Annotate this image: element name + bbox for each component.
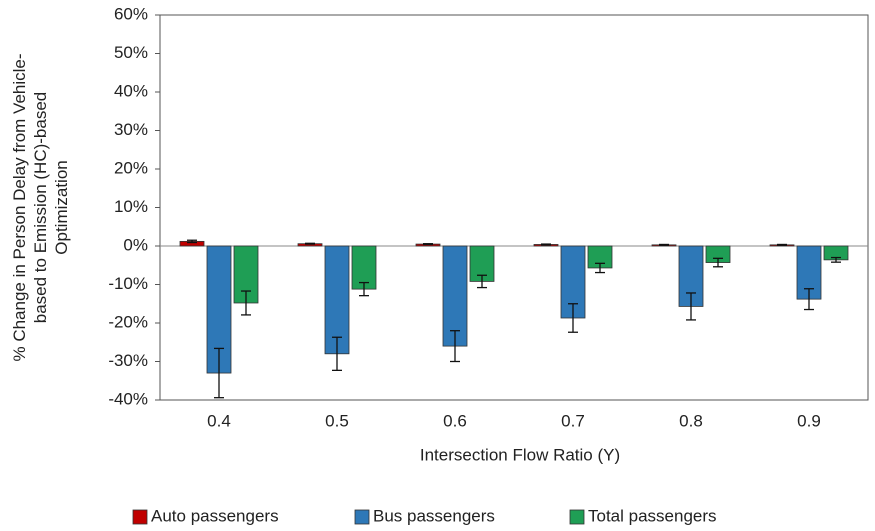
legend-label: Auto passengers	[151, 506, 279, 525]
error-bar	[777, 243, 787, 246]
y-tick-label: -10%	[108, 274, 148, 293]
y-tick-label: 30%	[114, 120, 148, 139]
x-tick-label: 0.8	[679, 411, 703, 430]
error-bar	[450, 330, 460, 363]
error-bar	[305, 242, 315, 245]
x-tick-label: 0.6	[443, 411, 467, 430]
y-tick-label: 40%	[114, 81, 148, 100]
error-bar	[659, 243, 669, 246]
error-bar	[831, 256, 841, 263]
y-axis-label: % Change in Person Delay from Vehicle-ba…	[10, 53, 71, 361]
error-bar	[595, 262, 605, 274]
y-tick-label: -40%	[108, 389, 148, 408]
x-tick-label: 0.7	[561, 411, 585, 430]
legend-label: Bus passengers	[373, 506, 495, 525]
legend-label: Total passengers	[588, 506, 717, 525]
y-axis-label-line: based to Emission (HC)-based	[31, 92, 50, 323]
y-tick-label: 60%	[114, 4, 148, 23]
error-bar	[686, 292, 696, 321]
error-bar	[477, 274, 487, 289]
error-bar	[187, 239, 197, 244]
legend-swatch	[354, 509, 370, 525]
x-tick-label: 0.9	[797, 411, 821, 430]
error-bar	[541, 243, 551, 246]
error-bar	[359, 281, 369, 297]
x-axis-label: Intersection Flow Ratio (Y)	[420, 445, 620, 464]
error-bar	[713, 257, 723, 268]
y-tick-label: 10%	[114, 197, 148, 216]
bar	[442, 245, 468, 347]
error-bar	[214, 347, 224, 399]
y-tick-label: 50%	[114, 43, 148, 62]
x-tick-label: 0.4	[207, 411, 231, 430]
error-bar	[423, 243, 433, 246]
error-bar	[332, 336, 342, 372]
y-tick-label: -20%	[108, 312, 148, 331]
legend-swatch	[132, 509, 148, 525]
y-tick-label: 0%	[123, 235, 148, 254]
error-bar	[804, 288, 814, 311]
plot-frame	[159, 14, 869, 401]
error-bar	[568, 303, 578, 333]
error-bar	[241, 290, 251, 316]
y-tick-label: 20%	[114, 158, 148, 177]
legend-swatch	[569, 509, 585, 525]
bar	[324, 245, 350, 355]
y-tick-label: -30%	[108, 351, 148, 370]
y-axis-label-line: % Change in Person Delay from Vehicle-	[10, 53, 29, 361]
y-axis-label-line: Optimization	[52, 160, 71, 254]
x-tick-label: 0.5	[325, 411, 349, 430]
